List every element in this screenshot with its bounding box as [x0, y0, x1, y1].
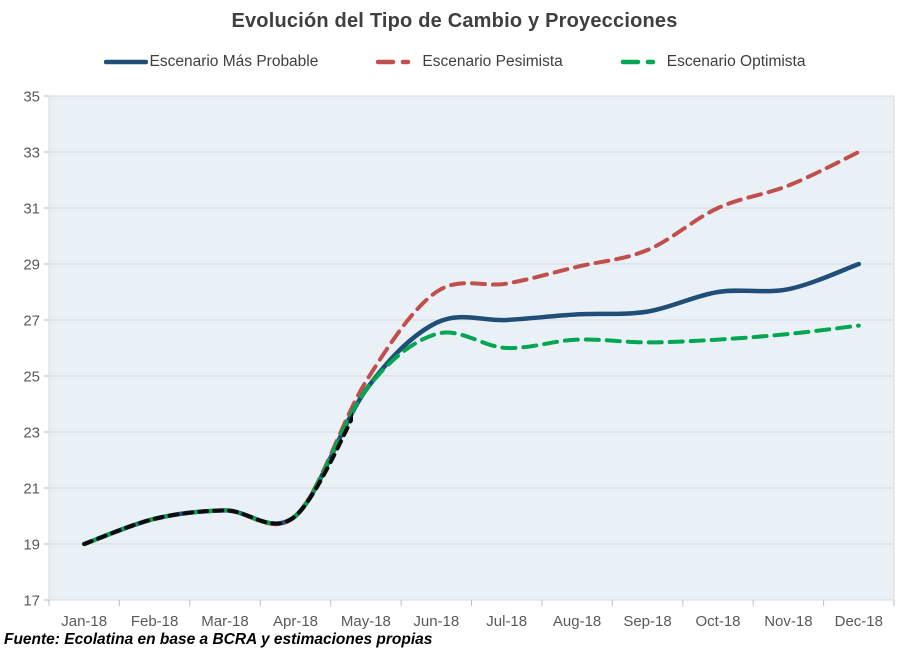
legend-label: Escenario Optimista	[666, 53, 806, 70]
x-axis-label: Jan-18	[61, 613, 107, 630]
y-axis-label: 19	[23, 537, 40, 554]
x-axis-label: Jul-18	[486, 613, 527, 630]
chart-title: Evolución del Tipo de Cambio y Proyeccio…	[231, 10, 678, 32]
source-note: Fuente: Ecolatina en base a BCRA y estim…	[4, 631, 433, 648]
y-axis-label: 21	[23, 481, 40, 498]
y-axis-label: 17	[23, 593, 40, 610]
y-axis-label: 29	[23, 257, 40, 274]
x-axis-label: Sep-18	[623, 613, 671, 630]
x-axis-label: Jun-18	[413, 613, 459, 630]
x-axis-label: Dec-18	[835, 613, 883, 630]
plot-area	[49, 96, 894, 600]
legend-label: Escenario Pesimista	[422, 53, 563, 70]
legend-marker-solid-line	[103, 59, 148, 65]
y-axis-label: 27	[23, 313, 40, 330]
x-axis-label: Feb-18	[131, 613, 179, 630]
y-axis-label: 33	[23, 145, 40, 162]
historical-overlap-dashes	[82, 411, 353, 546]
y-axis-label: 35	[23, 89, 40, 106]
x-axis-label: Apr-18	[273, 613, 318, 630]
y-axis-label: 25	[23, 369, 40, 386]
x-axis-label: Nov-18	[764, 613, 812, 630]
legend-marker-dashed-line	[376, 59, 421, 65]
x-axis-label: May-18	[341, 613, 391, 630]
legend-item-escenario-pesimista: Escenario Pesimista	[376, 53, 563, 71]
x-axis-label: Mar-18	[201, 613, 249, 630]
series-line-escenario-optimista	[82, 323, 861, 546]
legend-item-escenario-mas-probable: Escenario Más Probable	[103, 53, 319, 71]
y-axis-label: 31	[23, 201, 40, 218]
x-axis-label: Aug-18	[553, 613, 601, 630]
x-axis-label: Oct-18	[695, 613, 740, 630]
y-axis-label: 23	[23, 425, 40, 442]
legend-item-escenario-optimista: Escenario Optimista	[620, 53, 806, 71]
legend-marker-dashed-line	[620, 59, 665, 65]
chart-legend: Escenario Más Probable Escenario Pesimist…	[0, 53, 909, 71]
legend-label: Escenario Más Probable	[149, 53, 319, 70]
